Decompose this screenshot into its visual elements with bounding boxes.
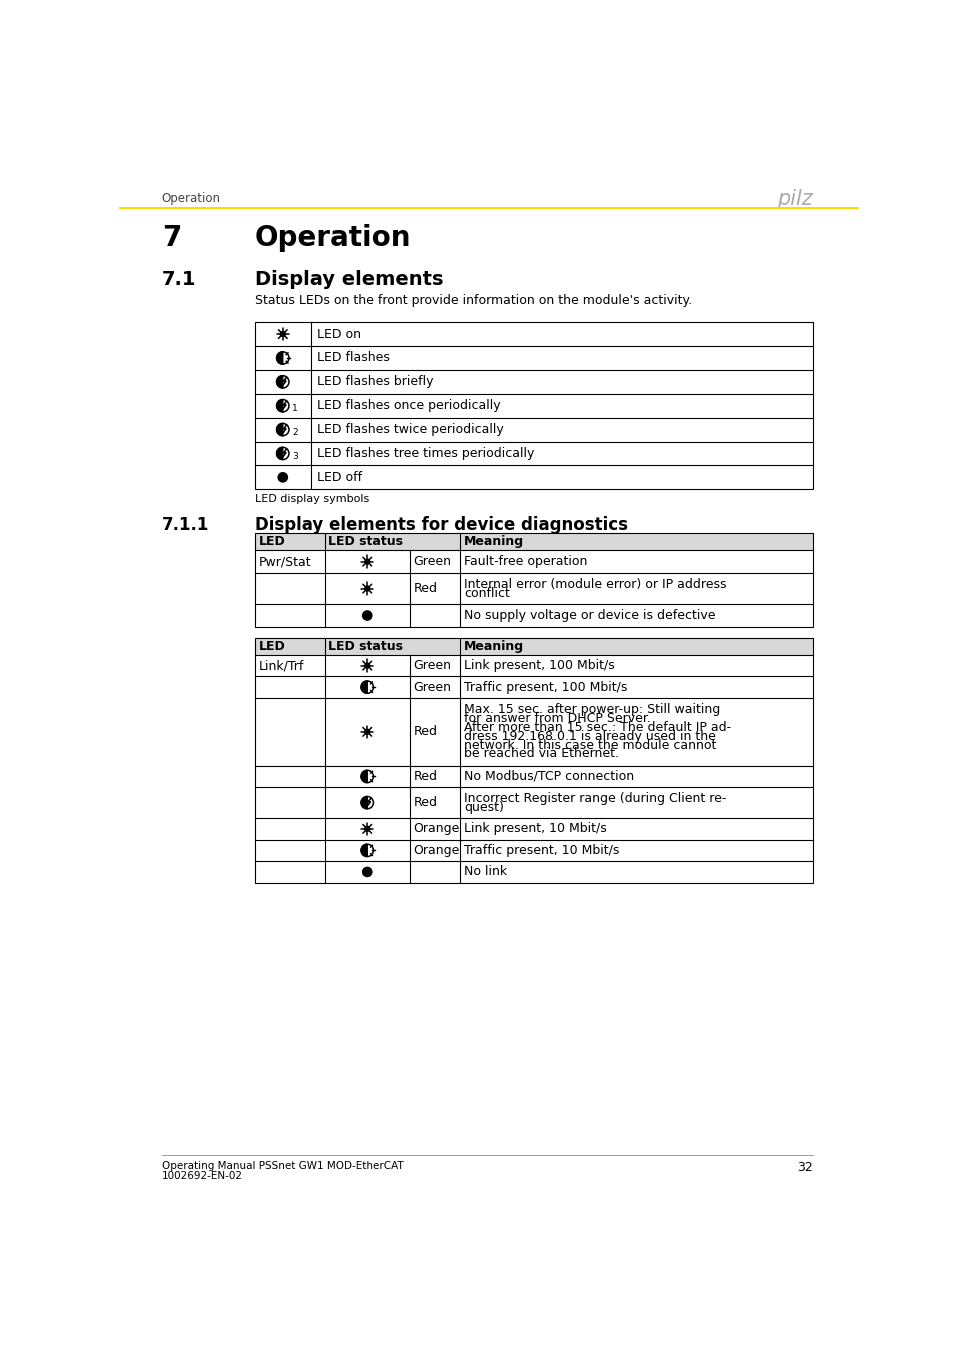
Text: Pwr/Stat: Pwr/Stat	[258, 555, 311, 568]
Text: pilz: pilz	[777, 189, 812, 209]
Polygon shape	[276, 375, 282, 387]
Text: LED on: LED on	[316, 328, 360, 340]
Text: LED flashes tree times periodically: LED flashes tree times periodically	[316, 447, 534, 460]
Polygon shape	[360, 796, 367, 809]
Text: Fault-free operation: Fault-free operation	[464, 555, 587, 568]
Text: LED flashes once periodically: LED flashes once periodically	[316, 400, 500, 412]
Bar	[254, 603, 812, 628]
Bar	[254, 818, 812, 840]
Polygon shape	[360, 844, 367, 856]
Text: No Modbus/TCP connection: No Modbus/TCP connection	[464, 769, 634, 783]
Text: Traffic present, 10 Mbit/s: Traffic present, 10 Mbit/s	[464, 844, 618, 857]
Bar	[254, 765, 812, 787]
Text: Red: Red	[414, 582, 437, 595]
Text: Red: Red	[414, 769, 437, 783]
Text: Green: Green	[414, 555, 452, 568]
Text: 32: 32	[797, 1161, 812, 1174]
Bar	[254, 698, 812, 765]
Text: 7.1: 7.1	[162, 270, 196, 289]
Bar	[254, 574, 812, 603]
Text: Internal error (module error) or IP address: Internal error (module error) or IP addr…	[464, 578, 726, 591]
Bar	[254, 323, 812, 489]
Text: quest): quest)	[464, 801, 503, 814]
Text: Link present, 10 Mbit/s: Link present, 10 Mbit/s	[464, 822, 606, 836]
Polygon shape	[360, 771, 367, 783]
Text: Operating Manual PSSnet GW1 MOD-EtherCAT: Operating Manual PSSnet GW1 MOD-EtherCAT	[162, 1161, 403, 1172]
Bar	[254, 676, 812, 698]
Text: No supply voltage or device is defective: No supply voltage or device is defective	[464, 609, 715, 622]
Text: LED flashes twice periodically: LED flashes twice periodically	[316, 423, 503, 436]
Text: Red: Red	[414, 796, 437, 809]
Bar	[254, 787, 812, 818]
Text: dress 192.168.0.1 is already used in the: dress 192.168.0.1 is already used in the	[464, 730, 716, 742]
Text: Max. 15 sec. after power-up: Still waiting: Max. 15 sec. after power-up: Still waiti…	[464, 703, 720, 716]
Polygon shape	[276, 447, 282, 459]
Text: Green: Green	[414, 659, 452, 672]
Text: LED: LED	[258, 535, 285, 548]
Text: 1: 1	[292, 404, 297, 413]
Text: Operation: Operation	[254, 224, 411, 251]
Text: LED status: LED status	[328, 640, 403, 653]
Text: for answer from DHCP Server.: for answer from DHCP Server.	[464, 711, 650, 725]
Text: Traffic present, 100 Mbit/s: Traffic present, 100 Mbit/s	[464, 680, 627, 694]
Polygon shape	[276, 352, 282, 365]
Text: Display elements for device diagnostics: Display elements for device diagnostics	[254, 516, 627, 535]
Bar	[254, 533, 812, 628]
Text: LED flashes: LED flashes	[316, 351, 390, 364]
Text: Incorrect Register range (during Client re-: Incorrect Register range (during Client …	[464, 791, 726, 805]
Text: 7: 7	[162, 224, 181, 251]
Text: conflict: conflict	[464, 586, 510, 599]
Text: Orange: Orange	[414, 844, 459, 857]
Text: Green: Green	[414, 680, 452, 694]
Text: Link present, 100 Mbit/s: Link present, 100 Mbit/s	[464, 659, 615, 672]
Text: After more than 15 sec.: The default IP ad-: After more than 15 sec.: The default IP …	[464, 721, 731, 734]
Polygon shape	[276, 424, 282, 436]
Text: LED flashes briefly: LED flashes briefly	[316, 375, 433, 389]
Bar	[254, 637, 812, 655]
Text: LED off: LED off	[316, 471, 361, 483]
Text: LED display symbols: LED display symbols	[254, 494, 369, 504]
Text: Operation: Operation	[162, 193, 221, 205]
Bar	[254, 840, 812, 861]
Text: Meaning: Meaning	[464, 535, 524, 548]
Bar	[254, 533, 812, 549]
Circle shape	[362, 612, 372, 620]
Bar	[254, 637, 812, 883]
Text: Meaning: Meaning	[464, 640, 524, 653]
Polygon shape	[360, 680, 367, 694]
Text: Status LEDs on the front provide information on the module's activity.: Status LEDs on the front provide informa…	[254, 294, 691, 308]
Text: 2: 2	[292, 428, 297, 437]
Bar	[254, 861, 812, 883]
Text: network. In this case the module cannot: network. In this case the module cannot	[464, 738, 716, 752]
Text: 1002692-EN-02: 1002692-EN-02	[162, 1170, 243, 1181]
Text: be reached via Ethernet.: be reached via Ethernet.	[464, 748, 618, 760]
Text: Orange: Orange	[414, 822, 459, 836]
Circle shape	[278, 472, 287, 482]
Text: LED: LED	[258, 640, 285, 653]
Text: Display elements: Display elements	[254, 270, 443, 289]
Text: LED status: LED status	[328, 535, 403, 548]
Text: Red: Red	[414, 725, 437, 738]
Text: 3: 3	[292, 452, 297, 462]
Bar	[119, 207, 858, 209]
Bar	[254, 549, 812, 574]
Text: Link/Trf: Link/Trf	[258, 659, 304, 672]
Polygon shape	[276, 400, 282, 412]
Text: 7.1.1: 7.1.1	[162, 516, 209, 535]
Circle shape	[362, 867, 372, 876]
Bar	[254, 655, 812, 676]
Text: No link: No link	[464, 865, 507, 879]
